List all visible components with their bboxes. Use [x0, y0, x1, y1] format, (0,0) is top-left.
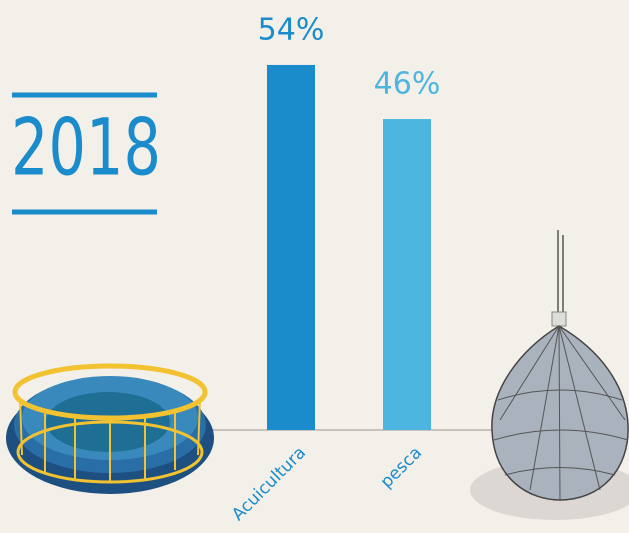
value-label: 54%	[258, 12, 325, 47]
bar	[267, 64, 315, 431]
chart-title: 2018	[11, 103, 161, 193]
value-label: 46%	[374, 67, 441, 102]
fish-net-illustration	[470, 230, 629, 520]
bar	[383, 119, 431, 430]
fish-pen-illustration	[6, 363, 214, 494]
